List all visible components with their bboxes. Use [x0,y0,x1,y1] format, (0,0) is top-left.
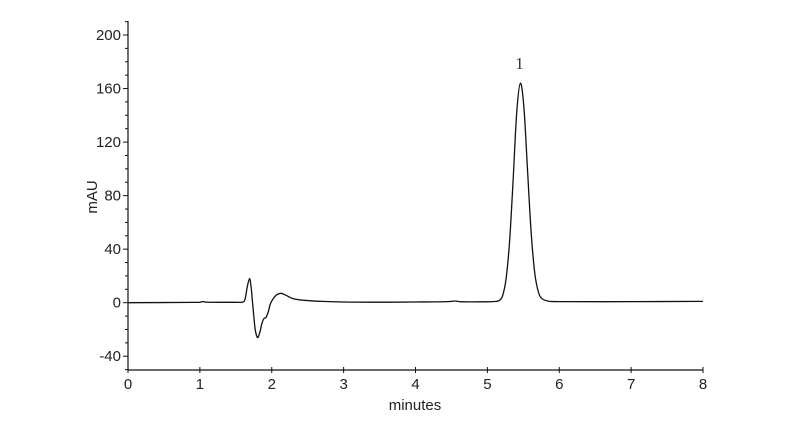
y-tick-label: 40 [104,241,121,258]
y-axis-title: mAU [84,180,101,213]
x-tick-label: 2 [268,376,276,393]
axes [127,21,703,371]
x-tick-label: 5 [483,376,491,393]
y-tick-label: 80 [104,188,121,205]
annotations: 1 [515,54,524,73]
peak-label: 1 [515,54,524,73]
x-axis-title: minutes [389,397,442,414]
x-tick-label: 0 [124,376,132,393]
x-tick-label: 8 [699,376,707,393]
x-tick-label: 1 [196,376,204,393]
y-tick-label: -40 [99,348,121,365]
y-tick-label: 0 [113,295,121,312]
y-tick-label: 200 [96,27,121,44]
x-tick-label: 6 [555,376,563,393]
x-tick-label: 7 [627,376,635,393]
chromatogram-trace [127,82,704,339]
x-tick-label: 3 [339,376,347,393]
y-tick-label: 120 [96,134,121,151]
y-tick-label: 160 [96,81,121,98]
x-tick-label: 4 [411,376,419,393]
